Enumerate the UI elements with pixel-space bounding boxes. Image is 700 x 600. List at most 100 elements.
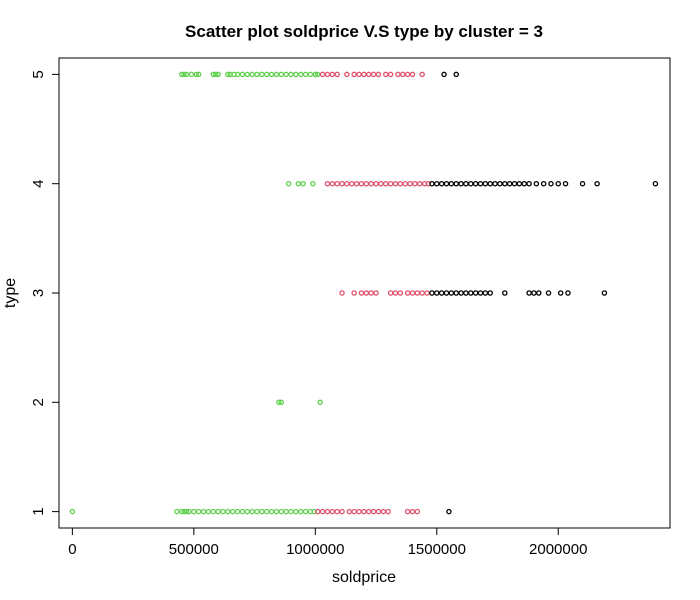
scatter-point <box>424 290 430 296</box>
scatter-point <box>302 71 309 78</box>
scatter-point <box>594 180 600 187</box>
scatter-point <box>373 290 379 296</box>
scatter-point <box>458 290 464 296</box>
scatter-point <box>174 508 180 515</box>
scatter-point <box>195 508 202 515</box>
scatter-point <box>319 508 326 515</box>
scatter-point <box>344 71 350 78</box>
scatter-point <box>200 508 207 515</box>
scatter-point <box>453 180 459 187</box>
scatter-point <box>215 71 221 78</box>
data-points <box>69 71 659 515</box>
scatter-point <box>195 71 202 78</box>
scatter-point <box>375 71 382 78</box>
scatter-point <box>329 508 336 515</box>
scatter-point <box>506 180 513 187</box>
scatter-point <box>239 71 246 78</box>
scatter-point <box>516 180 523 187</box>
scatter-point <box>183 71 190 78</box>
scatter-point <box>244 71 251 78</box>
scatter-point <box>344 180 350 187</box>
scatter-point <box>225 71 231 78</box>
y-axis-label: type <box>2 278 19 308</box>
scatter-point <box>395 71 401 78</box>
scatter-point <box>438 180 445 187</box>
scatter-point <box>293 71 299 78</box>
scatter-point <box>492 180 498 187</box>
scatter-point <box>312 71 319 78</box>
scatter-point <box>511 180 518 187</box>
scatter-point <box>181 71 187 78</box>
scatter-point <box>329 180 336 187</box>
scatter-point <box>186 508 192 515</box>
scatter-point <box>234 508 241 515</box>
scatter-point <box>412 180 418 187</box>
scatter-point <box>404 290 411 296</box>
scatter-point <box>375 508 382 515</box>
scatter-point <box>181 508 187 515</box>
scatter-point <box>526 180 532 187</box>
scatter-point <box>334 508 340 515</box>
scatter-point <box>307 71 314 78</box>
scatter-point <box>249 71 255 78</box>
y-tick-label: 2 <box>30 398 47 406</box>
scatter-point <box>193 71 200 78</box>
scatter-point <box>387 71 394 78</box>
scatter-point <box>239 508 246 515</box>
scatter-point <box>368 290 374 296</box>
scatter-point <box>295 180 302 187</box>
scatter-point <box>346 508 353 515</box>
scatter-point <box>363 290 370 296</box>
scatter-point <box>278 71 285 78</box>
scatter-point <box>373 180 379 187</box>
scatter-point <box>249 508 255 515</box>
scatter-point <box>419 290 425 296</box>
scatter-point <box>443 290 450 296</box>
scatter-point <box>329 71 336 78</box>
scatter-point <box>244 508 251 515</box>
scatter-point <box>365 71 372 78</box>
x-tick-label: 2000000 <box>529 541 587 558</box>
scatter-point <box>268 71 275 78</box>
scatter-point <box>409 71 416 78</box>
scatter-point <box>414 508 421 515</box>
scatter-point <box>472 290 479 296</box>
scatter-point <box>458 180 464 187</box>
scatter-point <box>383 180 389 187</box>
scatter-point <box>392 180 399 187</box>
scatter-point <box>300 180 306 187</box>
x-tick-label: 1500000 <box>408 541 466 558</box>
scatter-point <box>562 180 569 187</box>
scatter-point <box>387 290 394 296</box>
scatter-point <box>268 508 275 515</box>
y-tick-label: 1 <box>30 507 47 515</box>
scatter-point <box>531 290 537 296</box>
scatter-point <box>254 508 260 515</box>
scatter-point <box>407 180 413 187</box>
scatter-point <box>370 71 377 78</box>
scatter-point <box>324 180 331 187</box>
scatter-point <box>565 290 571 296</box>
scatter-point <box>234 71 241 78</box>
scatter-point <box>317 399 323 406</box>
scatter-point <box>273 71 280 78</box>
chart-title: Scatter plot soldprice V.S type by clust… <box>185 22 543 41</box>
scatter-point <box>283 508 289 515</box>
scatter-point <box>188 71 195 78</box>
scatter-point <box>497 180 503 187</box>
scatter-point <box>314 508 321 515</box>
scatter-point <box>283 71 289 78</box>
scatter-point <box>278 508 285 515</box>
scatter-point <box>417 180 423 187</box>
scatter-point <box>397 180 404 187</box>
scatter-point <box>324 508 331 515</box>
scatter-point <box>314 71 321 78</box>
scatter-point <box>339 180 345 187</box>
scatter-point <box>400 71 406 78</box>
scatter-point <box>652 180 659 187</box>
scatter-point <box>434 290 440 296</box>
scatter-point <box>404 71 411 78</box>
x-axis: 0 500000 1000000 1500000 2000000 <box>68 527 587 558</box>
scatter-point <box>205 508 212 515</box>
scatter-point <box>356 71 362 78</box>
